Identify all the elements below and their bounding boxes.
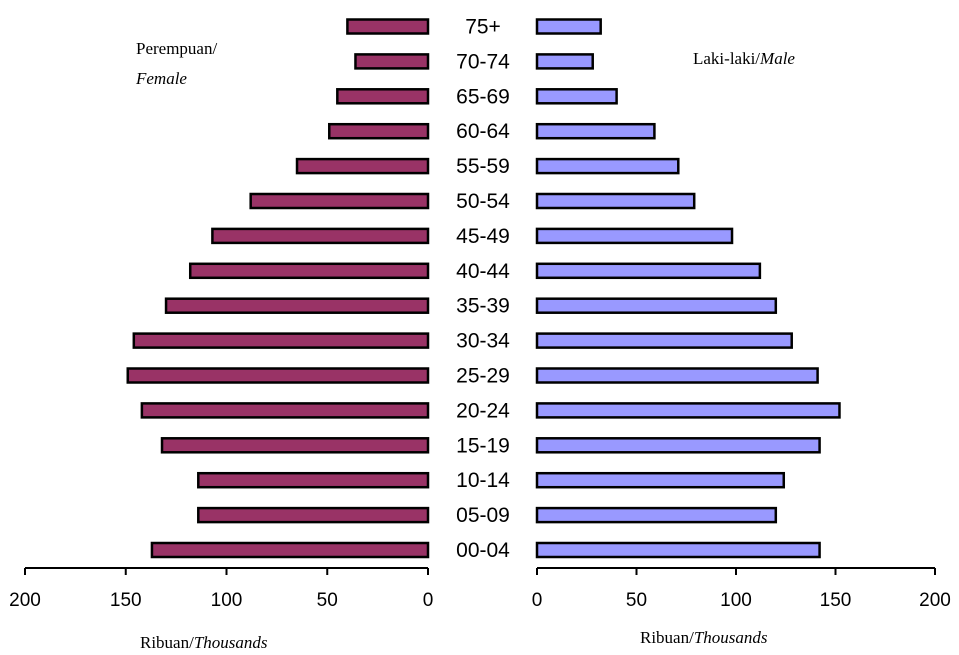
male-bar-35-39	[535, 297, 778, 314]
male-bar-40-44	[535, 262, 762, 280]
male-bar-60-64	[535, 122, 656, 140]
female-bar-05-09	[197, 506, 430, 524]
female-bar-25-29	[126, 367, 430, 384]
female-bar-50-54	[249, 192, 430, 210]
age-label: 45-49	[456, 225, 510, 248]
female-bar-60-64	[328, 122, 430, 140]
male-bars	[535, 18, 841, 559]
male-bar-25-29	[535, 367, 819, 384]
male-bar-05-09	[535, 506, 778, 524]
female-bar-65-69	[336, 88, 430, 105]
right-axis-title-italic: Thousands	[694, 628, 768, 647]
male-bar-75+	[535, 18, 602, 35]
male-bar-70-74	[535, 53, 594, 70]
age-label: 25-29	[456, 365, 510, 388]
male-bar-50-54	[535, 192, 696, 210]
male-bar-30-34	[535, 332, 793, 349]
age-group-labels: 00-04 05-09 10-14 15-19 20-24 25-29 30-34 35-39…	[456, 16, 510, 563]
female-bar-10-14	[197, 471, 430, 489]
female-legend-line1: Perempuan/	[136, 39, 217, 58]
age-label: 20-24	[456, 399, 510, 422]
male-legend: Laki-laki/Male	[693, 49, 795, 68]
male-bar-55-59	[535, 157, 680, 175]
female-bar-20-24	[140, 402, 430, 419]
age-label: 50-54	[456, 190, 510, 213]
age-label: 55-59	[456, 155, 510, 178]
right-axis-tick-label: 100	[720, 590, 752, 611]
right-axis-tick-label: 0	[532, 590, 543, 611]
left-axis-title-italic: Thousands	[194, 633, 268, 652]
left-axis-tick-label: 50	[317, 590, 338, 611]
female-legend-line2: Female	[135, 69, 187, 88]
age-label: 00-04	[456, 539, 510, 562]
right-axis-title: Ribuan/Thousands	[640, 628, 768, 647]
male-legend-prefix: Laki-laki/	[693, 49, 760, 68]
male-bar-20-24	[535, 402, 841, 419]
female-bar-30-34	[132, 332, 430, 349]
female-bar-55-59	[295, 157, 430, 175]
female-bar-00-04	[150, 541, 430, 559]
male-bar-10-14	[535, 471, 786, 489]
female-bar-45-49	[211, 227, 430, 245]
left-x-axis: 200 150 100 50 0	[9, 567, 434, 611]
right-x-axis: 0 50 100 150 200	[532, 567, 951, 611]
right-axis-title-prefix: Ribuan/	[640, 628, 694, 647]
left-axis-tick-label: 200	[9, 590, 41, 611]
age-label: 30-34	[456, 330, 510, 353]
female-bars	[126, 18, 430, 559]
male-bar-15-19	[535, 437, 821, 454]
male-bar-00-04	[535, 541, 821, 559]
female-bar-70-74	[354, 53, 430, 70]
female-bar-75+	[346, 18, 430, 35]
male-bar-65-69	[535, 88, 618, 105]
left-axis-tick-label: 150	[110, 590, 142, 611]
age-label: 15-19	[456, 434, 510, 457]
female-bar-40-44	[188, 262, 430, 280]
male-bar-45-49	[535, 227, 734, 245]
age-label: 10-14	[456, 469, 510, 492]
left-axis-title-prefix: Ribuan/	[140, 633, 194, 652]
age-label: 05-09	[456, 504, 510, 527]
age-label: 40-44	[456, 260, 510, 283]
age-label: 35-39	[456, 295, 510, 318]
left-axis-title: Ribuan/Thousands	[140, 633, 268, 652]
right-axis-tick-label: 50	[626, 590, 647, 611]
male-legend-italic: Male	[759, 49, 795, 68]
right-axis-tick-label: 150	[820, 590, 852, 611]
right-axis-tick-label: 200	[919, 590, 951, 611]
female-bar-35-39	[164, 297, 430, 314]
female-bar-15-19	[160, 437, 430, 454]
left-axis-tick-label: 100	[211, 590, 243, 611]
age-label: 70-74	[456, 50, 510, 73]
age-label: 75+	[465, 16, 501, 39]
age-label: 60-64	[456, 120, 510, 143]
age-label: 65-69	[456, 85, 510, 108]
left-axis-tick-label: 0	[423, 590, 434, 611]
